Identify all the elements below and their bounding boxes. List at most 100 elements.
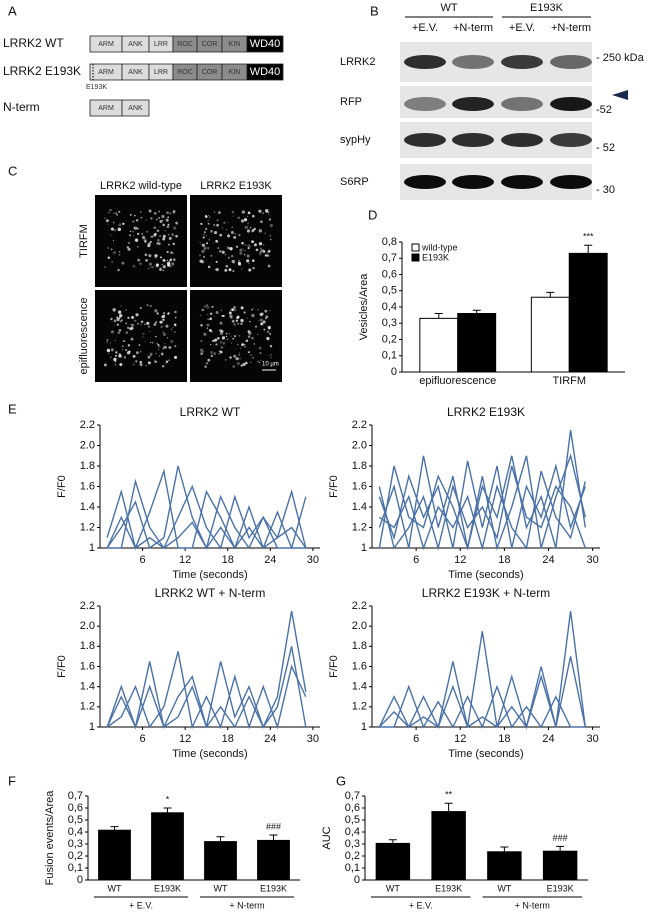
signal-spot (153, 226, 157, 230)
signal-spot (173, 258, 176, 261)
signal-spot (265, 209, 269, 213)
signal-spot (203, 233, 205, 235)
signal-spot (258, 346, 262, 350)
signal-spot (269, 234, 272, 237)
signal-spot (262, 320, 266, 324)
signal-spot (229, 247, 233, 251)
signal-spot (110, 248, 113, 251)
micrograph (95, 195, 187, 287)
signal-spot (158, 210, 160, 213)
signal-spot (174, 310, 177, 314)
error-bar (434, 313, 443, 319)
x-axis-label: Time (seconds) (172, 748, 247, 760)
signal-spot (116, 317, 120, 322)
y-tick-label: 0,6 (68, 802, 83, 814)
signal-spot (216, 219, 219, 222)
bar (530, 296, 570, 373)
signal-spot (228, 311, 232, 315)
y-tick-label: 0,6 (382, 268, 397, 280)
signal-spot (165, 324, 169, 328)
chart-title: LRRK2 WT (180, 405, 241, 419)
signal-spot (237, 261, 242, 265)
signal-spot (240, 306, 244, 310)
signal-spot (144, 253, 148, 257)
signal-spot (172, 242, 175, 246)
signal-spot (247, 247, 250, 250)
signal-spot (230, 335, 232, 337)
signal-spot (134, 238, 139, 242)
signal-spot (129, 324, 131, 326)
blot-row-label: LRRK2 (340, 56, 375, 68)
x-axis-label: Time (seconds) (448, 569, 523, 581)
x-tick-label: 18 (222, 733, 234, 745)
band (404, 175, 446, 189)
band (404, 55, 446, 69)
signal-spot (127, 344, 131, 347)
signal-spot (258, 209, 262, 213)
y-tick-label: 0,5 (345, 814, 360, 826)
y-tick-label: 0,2 (68, 850, 83, 862)
signal-spot (113, 239, 115, 241)
blot-row-label: RFP (340, 96, 362, 108)
signal-spot (215, 260, 218, 263)
signal-spot (142, 235, 146, 240)
signal-spot (267, 211, 270, 214)
signal-spot (119, 313, 123, 318)
signal-spot (207, 265, 211, 269)
signal-spot (107, 247, 110, 249)
signal-spot (154, 309, 158, 313)
signal-spot (266, 330, 270, 333)
signal-spot (252, 266, 255, 270)
signal-spot (263, 243, 265, 246)
signal-spot (159, 268, 162, 271)
signal-spot (202, 350, 205, 353)
signal-spot (123, 340, 126, 343)
y-tick-label: 0 (77, 874, 83, 886)
error-bar (163, 807, 172, 813)
signal-spot (219, 250, 221, 252)
signal-spot (210, 343, 212, 346)
bar (375, 842, 411, 881)
signal-spot (270, 354, 272, 356)
signal-spot (172, 210, 176, 213)
x-tick-label: 6 (140, 554, 146, 566)
signal-spot (127, 247, 131, 251)
signal-spot (113, 212, 115, 214)
signal-spot (154, 254, 158, 258)
signal-spot (161, 352, 163, 354)
signal-spot (249, 226, 252, 229)
signal-spot (232, 270, 235, 273)
signal-spot (121, 261, 125, 265)
signal-spot (258, 319, 260, 321)
signal-spot (157, 343, 160, 346)
trace (106, 494, 307, 550)
signal-spot (227, 234, 231, 238)
signal-spot (223, 221, 226, 225)
significance: * (166, 794, 170, 804)
signal-spot (243, 311, 246, 314)
signal-spot (150, 341, 152, 344)
y-tick-label: 1.6 (352, 480, 367, 492)
signal-spot (114, 339, 117, 342)
signal-spot (224, 268, 228, 272)
signal-spot (244, 250, 246, 252)
domain-label: ANK (128, 69, 143, 76)
signal-spot (150, 266, 152, 268)
y-tick-label: 2.0 (80, 620, 95, 632)
signal-spot (135, 219, 139, 222)
signal-spot (162, 331, 164, 333)
y-tick-label: 1.8 (80, 640, 95, 652)
signal-spot (251, 336, 254, 340)
signal-spot (262, 250, 266, 253)
panel-label: C (8, 163, 17, 178)
x-tick-label: epifluorescence (419, 375, 496, 387)
band (404, 133, 446, 147)
signal-spot (136, 322, 140, 325)
signal-spot (247, 211, 251, 215)
signal-spot (107, 223, 109, 226)
y-tick-label: 2.2 (352, 419, 367, 431)
signal-spot (143, 238, 147, 242)
signal-spot (233, 323, 237, 326)
signal-spot (215, 343, 218, 346)
signal-spot (171, 262, 175, 266)
